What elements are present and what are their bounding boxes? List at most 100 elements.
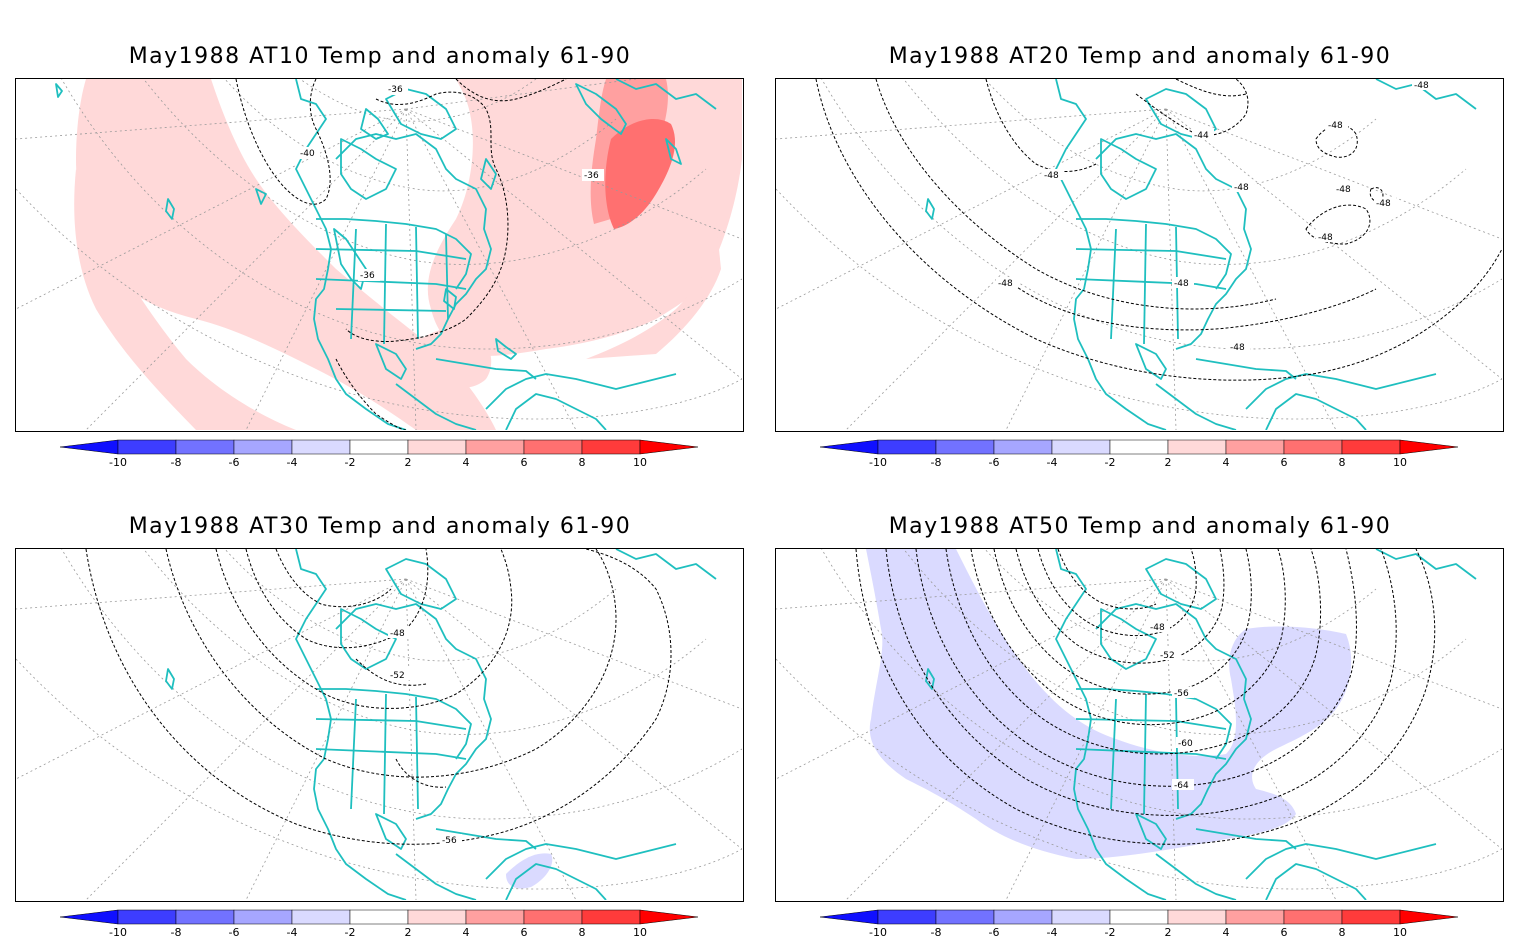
colorbar-tick-label: 4 — [463, 926, 470, 939]
colorbar-arrow-high — [1399, 909, 1459, 925]
colorbar-segment — [233, 439, 293, 455]
contours — [815, 79, 1502, 381]
colorbar-tick-label: 8 — [1339, 456, 1346, 469]
colorbar-tick-label: -2 — [345, 926, 356, 939]
colorbar-segment — [349, 439, 409, 455]
map-frame: -36 -40 -36 -36 — [15, 78, 744, 432]
contour-label: -36 — [388, 85, 403, 95]
contour-label: -56 — [1174, 689, 1189, 699]
contour-label-boxes — [388, 627, 462, 845]
contour-label: -48 — [1376, 199, 1391, 209]
colorbar-segment — [1283, 439, 1343, 455]
contour-label: -40 — [300, 149, 315, 159]
colorbar-tick-label: -2 — [345, 456, 356, 469]
panel-title: May1988 AT30 Temp and anomaly 61-90 — [128, 514, 632, 539]
colorbar: -10 -8 -6 -4 -2 2 4 6 8 10 — [819, 438, 1462, 470]
colorbar-tick-label: -10 — [109, 926, 127, 939]
contours — [855, 549, 1436, 845]
colorbar-tick-label: 2 — [1165, 456, 1172, 469]
colorbar-segment — [581, 439, 641, 455]
map-panel-at50: May1988 AT50 Temp and anomaly 61-90 — [760, 470, 1520, 940]
colorbar-segment — [1167, 909, 1227, 925]
colorbar-tick-label: -4 — [287, 456, 298, 469]
contour-label: -36 — [360, 271, 375, 281]
colorbar-segment — [1051, 439, 1111, 455]
colorbar-arrow-low — [819, 439, 879, 455]
anomaly-positive-shade-2 — [605, 119, 676, 229]
colorbar: -10 -8 -6 -4 -2 2 4 6 8 10 — [59, 908, 702, 940]
colorbar-segment — [291, 439, 351, 455]
colorbar-tick-label: 6 — [1281, 456, 1288, 469]
panel-title: May1988 AT20 Temp and anomaly 61-90 — [888, 44, 1392, 69]
coastlines — [925, 549, 1477, 900]
colorbar-tick-label: 8 — [579, 926, 586, 939]
contour-label: -44 — [1194, 131, 1209, 141]
map-frame: -48 -44 -48 -48 -48 -48 -48 -48 -48 -48 … — [775, 78, 1504, 432]
contour-label: -48 — [1174, 279, 1189, 289]
coastlines — [165, 549, 717, 900]
colorbar-segment — [877, 439, 937, 455]
colorbar-arrow-low — [59, 439, 119, 455]
colorbar-segment — [1341, 909, 1401, 925]
colorbar-segment — [581, 909, 641, 925]
colorbar-legend: -10 -8 -6 -4 -2 2 4 6 8 10 — [819, 439, 1459, 469]
colorbar-tick-label: 10 — [1393, 456, 1407, 469]
contour-label: -36 — [584, 171, 599, 181]
panel-title: May1988 AT50 Temp and anomaly 61-90 — [888, 514, 1392, 539]
colorbar-segment — [117, 439, 177, 455]
contour-label: -48 — [1230, 343, 1245, 353]
colorbar-segment — [935, 909, 995, 925]
contour-label: -48 — [1044, 171, 1059, 181]
colorbar-segment — [465, 439, 525, 455]
colorbar-tick-label: -6 — [989, 926, 1000, 939]
colorbar-tick-label: 2 — [405, 456, 412, 469]
colorbar-segment — [291, 909, 351, 925]
colorbar-tick-label: -4 — [1047, 456, 1058, 469]
panel-title: May1988 AT10 Temp and anomaly 61-90 — [128, 44, 632, 69]
map-panel-at30: May1988 AT30 Temp and anomaly 61-90 — [0, 470, 760, 940]
contour-label: -48 — [1414, 81, 1429, 91]
map-panel-at20: May1988 AT20 Temp and anomaly 61-90 — [760, 0, 1520, 470]
anomaly-positive-shade — [74, 169, 297, 430]
colorbar-tick-label: -4 — [1047, 926, 1058, 939]
colorbar: -10 -8 -6 -4 -2 2 4 6 8 10 — [819, 908, 1462, 940]
contour-label: -56 — [442, 836, 457, 846]
colorbar-tick-label: -6 — [229, 456, 240, 469]
colorbar-legend: -10 -8 -6 -4 -2 2 4 6 8 10 — [59, 439, 699, 469]
anomaly-positive-shade — [76, 79, 496, 430]
colorbar-tick-label: -8 — [931, 926, 942, 939]
colorbar-segment — [1225, 909, 1285, 925]
contour-label: -48 — [1318, 233, 1333, 243]
colorbar-segment — [993, 439, 1053, 455]
graticule — [776, 79, 1502, 430]
contour-label-boxes — [1148, 621, 1198, 790]
map-canvas: -48 -52 -56 -60 -64 — [776, 549, 1502, 900]
graticule — [16, 549, 742, 900]
contour-label: -48 — [1150, 623, 1165, 633]
colorbar-tick-label: -6 — [229, 926, 240, 939]
colorbar-tick-label: -10 — [869, 926, 887, 939]
colorbar-segment — [233, 909, 293, 925]
anomaly-negative-shade — [506, 853, 553, 889]
colorbar-arrow-high — [639, 909, 699, 925]
colorbar-arrow-low — [819, 909, 879, 925]
colorbar-tick-label: 8 — [1339, 926, 1346, 939]
graticule — [16, 79, 742, 430]
colorbar-tick-label: 10 — [1393, 926, 1407, 939]
colorbar-tick-label: 6 — [521, 456, 528, 469]
colorbar-tick-label: -6 — [989, 456, 1000, 469]
contour-label: -52 — [1160, 651, 1175, 661]
colorbar-tick-label: 10 — [633, 926, 647, 939]
colorbar-tick-label: 6 — [1281, 926, 1288, 939]
colorbar-arrow-low — [59, 909, 119, 925]
map-panel-at10: May1988 AT10 Temp and anomaly 61-90 — [0, 0, 760, 470]
colorbar-segment — [1283, 909, 1343, 925]
contour-label: -48 — [1336, 185, 1351, 195]
colorbar-segment — [407, 909, 467, 925]
colorbar-tick-label: 4 — [463, 456, 470, 469]
colorbar-tick-label: 10 — [633, 456, 647, 469]
colorbar-arrow-high — [639, 439, 699, 455]
colorbar-tick-label: -8 — [931, 456, 942, 469]
anomaly-positive-shade — [586, 219, 721, 359]
map-frame: -48 -52 -56 -60 -64 — [775, 548, 1504, 902]
